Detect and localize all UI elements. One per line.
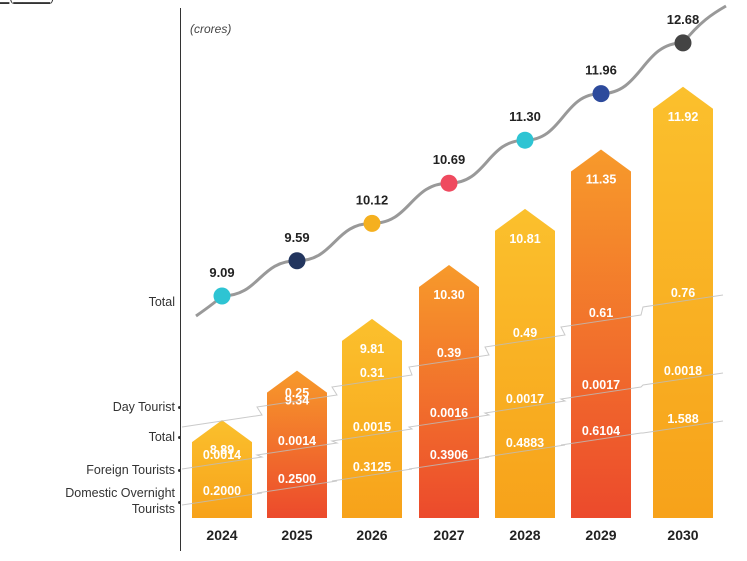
bar-value-day-tourist-2024: 8.89 <box>210 443 234 457</box>
bar-value-total-2024: 0.20 <box>210 406 234 420</box>
bar-2028 <box>495 208 555 518</box>
bar-value-domestic-overnight-tourists-2024: 0.2000 <box>203 484 241 498</box>
connector-line-foreign-tourists <box>181 372 724 470</box>
curve-value-label-2027: 10.69 <box>433 152 466 167</box>
row-dot-foreign-tourists <box>178 469 181 472</box>
curve-marker-2024 <box>213 287 231 305</box>
bar-value-domestic-overnight-tourists-2025: 0.2500 <box>278 472 316 486</box>
x-tick-label-2025: 2025 <box>281 527 313 543</box>
curve-marker-2027 <box>440 174 458 192</box>
bar-2026 <box>342 318 402 518</box>
bar-value-day-tourist-2026: 9.81 <box>360 342 384 356</box>
curve-value-label-2026: 10.12 <box>356 192 389 207</box>
unit-label: (crores) <box>190 22 232 36</box>
bar-value-day-tourist-2027: 10.30 <box>433 288 464 302</box>
bar-value-foreign-tourists-2027: 0.0016 <box>430 406 468 420</box>
x-tick-label-2029: 2029 <box>585 527 617 543</box>
row-dot-total <box>178 436 181 439</box>
row-label-day-tourist: Day Tourist <box>112 400 175 414</box>
bar-value-foreign-tourists-2029: 0.0017 <box>582 378 620 392</box>
row-dot-day-tourist <box>178 406 181 409</box>
bar-value-total-2026: 0.31 <box>360 366 384 380</box>
bar-value-day-tourist-2028: 10.81 <box>509 232 540 246</box>
bar-value-day-tourist-2029: 11.35 <box>586 173 617 187</box>
row-dot-domestic-overnight <box>178 501 181 504</box>
bar-value-total-2028: 0.49 <box>513 326 537 340</box>
bar-value-foreign-tourists-2024: 0.0014 <box>203 448 241 462</box>
connector-line-total <box>181 294 724 428</box>
bar-value-day-tourist-2025: 9.34 <box>285 394 309 408</box>
bar-value-foreign-tourists-2028: 0.0017 <box>506 392 544 406</box>
x-tick-label-2024: 2024 <box>206 527 238 543</box>
row-label-foreign-tourists: Foreign Tourists <box>86 463 175 477</box>
bar-value-foreign-tourists-2025: 0.0014 <box>278 434 316 448</box>
bar-value-domestic-overnight-tourists-2029: 0.6104 <box>582 424 620 438</box>
bar-value-domestic-overnight-tourists-2028: 0.4883 <box>506 436 544 450</box>
x-tick-label-2026: 2026 <box>356 527 388 543</box>
curve-value-label-2028: 11.30 <box>509 109 541 124</box>
bar-value-total-2030: 0.76 <box>671 286 695 300</box>
row-label-domestic-overnight: Domestic Overnight Tourists <box>65 486 175 516</box>
cropped-header-fragment: ▁(▁▁▁▁) <box>0 0 54 4</box>
curve-marker-2028 <box>516 131 534 149</box>
bar-2024 <box>192 420 252 518</box>
y-axis-line <box>180 8 181 551</box>
row-label-total-curve: Total <box>148 295 175 309</box>
curve-marker-2029 <box>592 85 610 103</box>
bar-2029 <box>571 149 631 518</box>
x-tick-label-2027: 2027 <box>433 527 465 543</box>
x-tick-label-2028: 2028 <box>509 527 541 543</box>
bar-value-domestic-overnight-tourists-2027: 0.3906 <box>430 448 468 462</box>
bar-value-domestic-overnight-tourists-2030: 1.588 <box>667 412 698 426</box>
bar-2030 <box>653 86 713 519</box>
bar-value-total-2027: 0.39 <box>437 346 461 360</box>
bar-value-foreign-tourists-2030: 0.0018 <box>664 364 702 378</box>
connector-line-domestic-overnight-tourists <box>181 420 724 506</box>
row-label-total: Total <box>148 430 175 444</box>
curve-value-label-2029: 11.96 <box>585 63 617 78</box>
curve-marker-2026 <box>363 214 381 232</box>
bar-2025 <box>267 370 327 518</box>
bar-value-day-tourist-2030: 11.92 <box>668 110 699 124</box>
bar-value-domestic-overnight-tourists-2026: 0.3125 <box>353 460 391 474</box>
bar-value-foreign-tourists-2026: 0.0015 <box>353 420 391 434</box>
bar-2027 <box>419 265 479 518</box>
curve-value-label-2030: 12.68 <box>667 12 700 27</box>
curve-marker-2025 <box>288 252 306 270</box>
bar-value-total-2029: 0.61 <box>589 306 613 320</box>
curve-marker-2030 <box>674 34 692 52</box>
bar-value-total-2025: 0.25 <box>285 386 309 400</box>
curve-value-label-2024: 9.09 <box>209 265 234 280</box>
curve-value-label-2025: 9.59 <box>284 230 309 245</box>
x-tick-label-2030: 2030 <box>667 527 699 543</box>
